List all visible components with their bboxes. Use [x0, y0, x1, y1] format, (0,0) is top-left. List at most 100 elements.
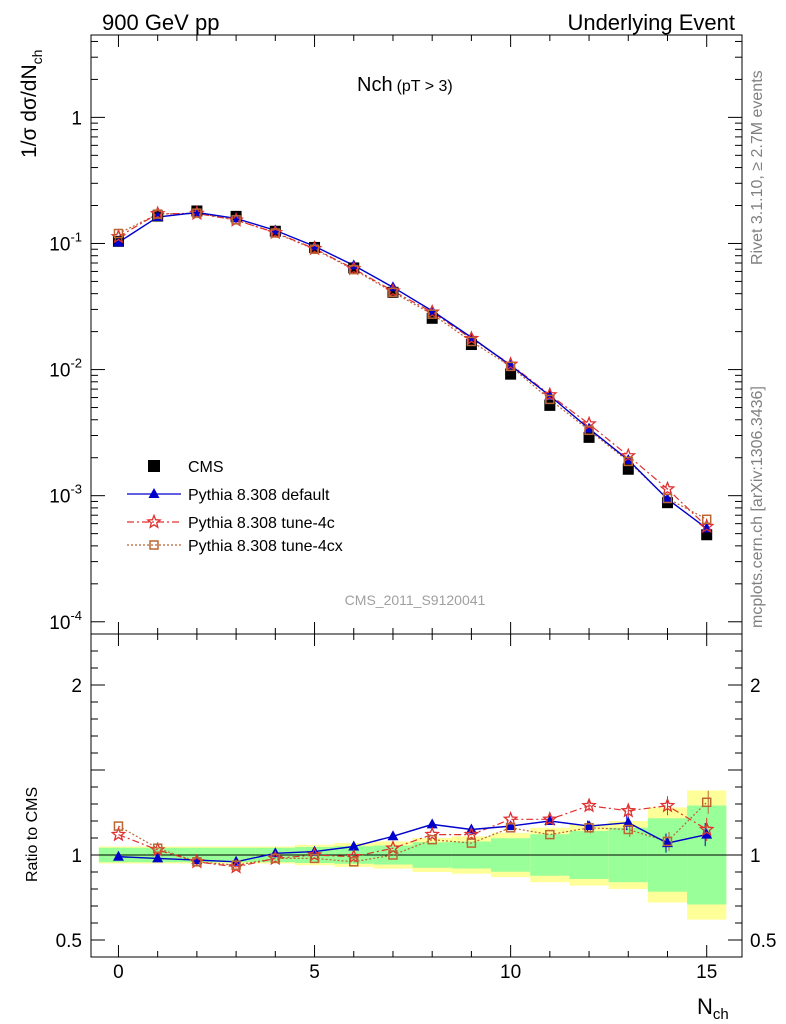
analysis-id: CMS_2011_S9120041 — [345, 592, 486, 608]
point-tune-4c — [659, 480, 676, 496]
ratio-point-tune-4cx — [349, 857, 359, 867]
ratio-point-default — [701, 828, 713, 839]
line-default — [118, 211, 708, 529]
point-tune-4c — [698, 518, 715, 534]
ratio-point-default — [505, 820, 517, 831]
point-tune-4cx — [505, 361, 516, 372]
ratio-point-tune-4cx — [427, 834, 437, 845]
point-default — [661, 493, 673, 504]
ratio-point-tune-4c — [306, 846, 323, 862]
point-tune-4cx — [662, 493, 673, 504]
x-axis-label: Nch — [697, 994, 729, 1023]
ratio-point-tune-4c — [502, 811, 519, 827]
point-tune-4cx — [113, 228, 124, 239]
legend-marker-default — [148, 488, 160, 498]
x-tick-label: 10 — [500, 962, 521, 983]
ratio-line-default — [118, 820, 707, 863]
point-cms — [544, 399, 556, 411]
ratio-tick-label-right: 0.5 — [750, 931, 776, 952]
ratio-point-tune-4cx — [466, 838, 477, 848]
ratio-point-default — [152, 852, 164, 863]
point-cms — [387, 286, 399, 298]
ratio-point-default — [191, 854, 203, 865]
point-default — [230, 212, 242, 223]
ratio-point-tune-4c — [110, 826, 127, 842]
point-cms — [583, 431, 595, 443]
ratio-point-tune-4c — [542, 811, 558, 827]
legend: CMS Pythia 8.308 default Pythia 8.308 tu… — [127, 459, 343, 555]
y-tick-label: 10-3 — [49, 482, 82, 508]
ratio-tick-label-left: 1 — [71, 846, 82, 867]
ratio-line-tune-4c — [118, 805, 708, 868]
point-tune-4c — [463, 330, 480, 346]
ratio-point-tune-4cx — [309, 853, 320, 864]
point-tune-4cx — [388, 287, 398, 298]
point-cms — [701, 529, 713, 541]
point-tune-4cx — [349, 264, 359, 275]
ratio-tick-label-left: 0.5 — [56, 931, 82, 952]
point-tune-4cx — [192, 208, 202, 218]
ratio-point-tune-4cx — [152, 843, 163, 853]
point-tune-4c — [541, 386, 558, 402]
ratio-point-tune-4cx — [623, 824, 634, 835]
rivet-label: Rivet 3.1.10, ≥ 2.7M events — [749, 70, 766, 265]
ratio-point-tune-4cx — [505, 823, 516, 833]
point-tune-4cx — [309, 244, 320, 254]
ratio-point-tune-4c — [424, 826, 441, 842]
ratio-point-default — [622, 816, 634, 827]
x-tick-label: 0 — [113, 962, 124, 983]
mcplots-label: mcplots.cern.ch [arXiv:1306.3436] — [749, 386, 766, 628]
point-tune-4cx — [701, 514, 712, 525]
x-tick-label: 5 — [309, 962, 320, 983]
legend-marker-cms — [148, 460, 160, 472]
point-tune-4cx — [584, 425, 594, 436]
legend-marker-tune-4c — [146, 513, 162, 529]
point-tune-4cx — [466, 336, 477, 347]
legend-label-tune-4cx: Pythia 8.308 tune-4cx — [188, 538, 343, 555]
point-cms — [505, 368, 517, 380]
ratio-point-default — [661, 837, 673, 848]
ratio-point-tune-4cx — [388, 850, 398, 860]
ratio-tick-label-right: 1 — [750, 846, 761, 867]
ratio-point-tune-4cx — [662, 836, 673, 847]
ratio-point-tune-4c — [659, 797, 676, 813]
header-right: Underlying Event — [567, 10, 735, 35]
ratio-point-default — [583, 820, 595, 831]
header-left: 900 GeV pp — [102, 10, 219, 35]
x-tick-label: 15 — [696, 962, 717, 983]
ratio-point-tune-4cx — [231, 860, 241, 870]
line-tune-4cx — [118, 212, 707, 520]
point-cms — [465, 339, 477, 351]
ratio-point-default — [112, 850, 124, 861]
legend-marker-tune-4cx — [149, 540, 159, 550]
ratio-point-tune-4cx — [113, 821, 124, 831]
legend-label-default: Pythia 8.308 default — [188, 487, 330, 504]
ratio-point-default — [348, 840, 360, 851]
point-tune-4cx — [270, 228, 281, 238]
ratio-point-tune-4cx — [270, 853, 281, 864]
point-cms — [622, 463, 634, 475]
legend-label-tune-4c: Pythia 8.308 tune-4c — [188, 515, 335, 532]
data-series — [110, 205, 715, 874]
point-tune-4cx — [545, 394, 555, 405]
ratio-point-tune-4c — [581, 797, 597, 813]
ratio-line-tune-4cx — [118, 801, 708, 866]
ratio-point-tune-4cx — [545, 829, 555, 840]
point-tune-4cx — [231, 215, 241, 225]
ratio-point-tune-4cx — [584, 823, 594, 833]
point-tune-4c — [620, 447, 637, 463]
ratio-point-default — [387, 830, 399, 841]
ratio-point-tune-4c — [345, 848, 362, 864]
ratio-point-default — [426, 818, 438, 829]
point-default — [583, 422, 595, 433]
y-axis-label: 1/σ dσ/dNch — [18, 50, 45, 158]
ratio-point-tune-4c — [620, 802, 637, 818]
y-tick-label: 10-2 — [49, 356, 82, 382]
ratio-point-tune-4c — [698, 821, 715, 837]
ratio-point-tune-4c — [463, 826, 480, 842]
ratio-tick-label-left: 2 — [71, 676, 82, 697]
point-default — [112, 236, 124, 247]
ratio-point-tune-4cx — [192, 857, 202, 867]
point-tune-4cx — [427, 309, 437, 319]
y-tick-label: 1 — [71, 108, 82, 129]
